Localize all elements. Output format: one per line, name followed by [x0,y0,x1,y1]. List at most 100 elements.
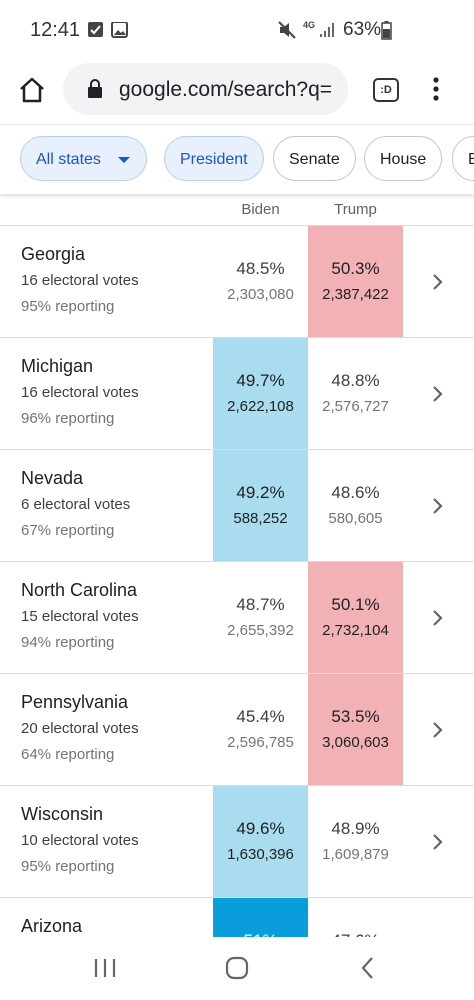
biden-percent: 48.7% [236,595,285,614]
electoral-votes: 10 electoral votes [21,832,139,849]
column-header: Trump [334,201,377,218]
chevron [433,610,443,626]
tab-switcher[interactable]: :D [373,78,399,102]
electoral-votes: 20 electoral votes [21,720,139,737]
biden-cell: 51% [213,898,308,937]
state-row[interactable]: 49.6% 1,630,396 48.9% 1,609,879 Wisconsin 10 … [0,785,474,897]
biden-cell: 49.2% 588,252 [213,450,308,561]
trump-votes: 2,732,104 [322,622,389,639]
electoral-votes: 16 electoral votes [21,272,139,289]
reporting: 95% reporting [21,298,115,315]
trump-votes: 2,387,422 [322,286,389,303]
chip-label: All states [36,151,101,168]
reporting: 94% reporting [21,634,115,651]
state-name: Nevada [21,468,84,488]
state-row[interactable]: 49.7% 2,622,108 48.8% 2,576,727 Michigan 16 e… [0,337,474,449]
trump-cell: 47.6% [308,898,403,937]
filter-chip[interactable]: House [364,136,443,181]
recents-button[interactable] [93,957,117,979]
biden-votes: 2,622,108 [227,398,294,415]
filter-chip[interactable]: Senate [273,136,356,181]
reporting: 96% reporting [21,410,115,427]
biden-votes: 2,596,785 [227,734,294,751]
filter-chips: All states President Senate House B [0,124,474,194]
chip-label: President [180,151,248,168]
electoral-votes: 16 electoral votes [21,384,139,401]
trump-cell: 48.8% 2,576,727 [308,338,403,449]
state-row[interactable]: 48.5% 2,303,080 50.3% 2,387,422 Georgia 16 el… [0,225,474,337]
browser-toolbar: google.com/search?q= :D [0,60,474,124]
biden-cell: 48.5% 2,303,080 [213,226,308,337]
reporting: 95% reporting [21,858,115,875]
biden-percent: 45.4% [236,707,285,726]
filter-chip[interactable]: B [452,136,474,181]
biden-cell: 49.6% 1,630,396 [213,786,308,897]
battery-icon [381,21,392,40]
trump-percent: 47.6% [308,931,403,937]
chevron [433,498,443,514]
state-name: Wisconsin [21,804,104,824]
biden-percent: 49.7% [236,371,285,390]
trump-cell: 50.3% 2,387,422 [308,226,403,337]
trump-percent: 50.1% [331,595,380,614]
chevron [433,274,443,290]
home-button[interactable] [18,76,46,104]
trump-percent: 50.3% [331,259,380,278]
reporting: 67% reporting [21,522,115,539]
trump-cell: 50.1% 2,732,104 [308,562,403,673]
state-row[interactable]: 49.2% 588,252 48.6% 580,605 Nevada 6 electora… [0,449,474,561]
notification-icons [88,22,128,38]
url-text: google.com/search?q= [119,78,333,101]
biden-percent: 49.6% [236,819,285,838]
chip-label: B [468,151,474,168]
status-bar: 12:41 4G 63% [0,0,474,60]
menu-button[interactable] [430,74,442,104]
mute-icon [278,21,296,39]
state-name: Georgia [21,244,86,264]
reporting: 64% reporting [21,746,115,763]
trump-percent: 48.8% [331,371,380,390]
state-name: Pennsylvania [21,692,129,712]
trump-cell: 48.9% 1,609,879 [308,786,403,897]
state-name: Arizona [21,916,83,936]
network-type: 4G [303,20,316,30]
back-button[interactable] [360,956,376,980]
clock: 12:41 [30,19,81,41]
results-table: Biden Trump 48.5% 2,303,080 50.3% 2,387,422 Ge… [0,193,474,937]
trump-votes: 1,609,879 [322,846,389,863]
biden-percent: 48.5% [236,259,285,278]
biden-cell: 45.4% 2,596,785 [213,674,308,785]
chip-label: House [380,151,427,168]
biden-cell: 49.7% 2,622,108 [213,338,308,449]
address-bar[interactable]: google.com/search?q= [63,63,348,115]
chip-label: Senate [289,151,340,168]
biden-cell: 48.7% 2,655,392 [213,562,308,673]
chevron [433,834,443,850]
trump-percent: 48.6% [331,483,380,502]
electoral-votes: 15 electoral votes [21,608,139,625]
trump-votes: 3,060,603 [322,734,389,751]
chevron [433,386,443,402]
filter-chip[interactable]: President [164,136,264,181]
state-row[interactable]: 51%47.6% Arizona [0,897,474,937]
column-header: Biden [241,201,280,218]
home-nav-button[interactable] [225,956,249,980]
trump-percent: 53.5% [331,707,380,726]
biden-percent: 51% [213,931,308,937]
state-name: Michigan [21,356,94,376]
biden-percent: 49.2% [236,483,285,502]
trump-votes: 2,576,727 [322,398,389,415]
trump-cell: 48.6% 580,605 [308,450,403,561]
trump-percent: 48.9% [331,819,380,838]
state-row[interactable]: 45.4% 2,596,785 53.5% 3,060,603 Pennsylvania… [0,673,474,785]
dropdown-arrow [117,156,130,163]
trump-cell: 53.5% 3,060,603 [308,674,403,785]
state-row[interactable]: 48.7% 2,655,392 50.1% 2,732,104 North Caroli… [0,561,474,673]
biden-votes: 588,252 [233,510,288,527]
filter-chip[interactable]: All states [20,136,147,181]
chevron [433,722,443,738]
biden-votes: 2,655,392 [227,622,294,639]
state-name: North Carolina [21,580,138,600]
trump-votes: 580,605 [328,510,383,527]
